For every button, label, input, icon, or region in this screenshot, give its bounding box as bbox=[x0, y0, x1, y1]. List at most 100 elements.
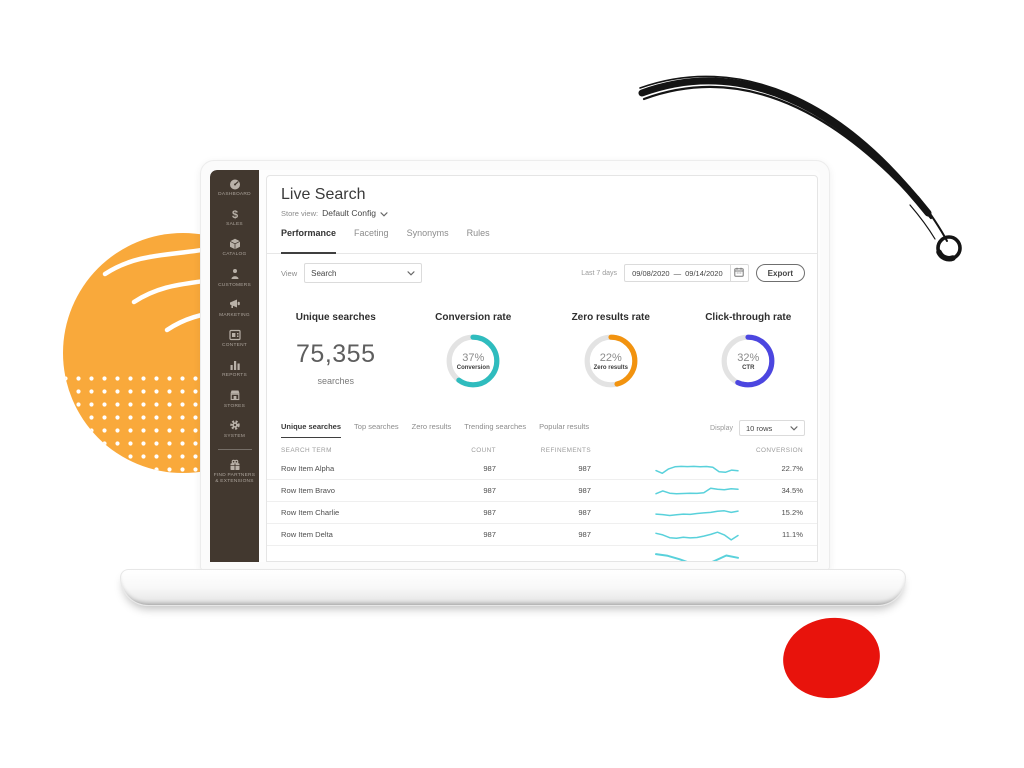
view-select-value: Search bbox=[311, 268, 337, 278]
date-range-label: Last 7 days bbox=[581, 269, 618, 277]
sidebar-item-label: REPORTS bbox=[222, 373, 247, 379]
content-icon bbox=[228, 328, 241, 341]
view-select[interactable]: Search bbox=[304, 263, 423, 283]
metric-title: Conversion rate bbox=[435, 312, 512, 323]
chevron-down-icon bbox=[407, 269, 415, 278]
view-group: View Search bbox=[281, 263, 423, 283]
sidebar-item-system[interactable]: SYSTEM bbox=[210, 419, 259, 440]
cell-count: 987 bbox=[483, 508, 496, 517]
cell-conversion: 15.2% bbox=[781, 508, 803, 517]
sales-icon: $ bbox=[229, 207, 241, 220]
donut-center: 32% CTR bbox=[719, 332, 777, 390]
calendar-icon bbox=[734, 264, 744, 282]
table-row-partial[interactable] bbox=[267, 546, 817, 561]
cell-search-term: Row Item Bravo bbox=[281, 486, 336, 495]
results-table: SEARCH TERM COUNT REFINEMENTS CONVERSION Ro… bbox=[267, 442, 817, 561]
metric-conversion-rate: Conversion rate 37% Conversion bbox=[405, 312, 543, 402]
donut-chart: 32% CTR bbox=[719, 332, 777, 390]
sidebar-item-dashboard[interactable]: DASHBOARD bbox=[210, 177, 259, 198]
sidebar-item-reports[interactable]: REPORTS bbox=[210, 358, 259, 379]
stores-icon bbox=[229, 389, 241, 402]
results-tab-popular-results[interactable]: Popular results bbox=[539, 422, 590, 431]
date-end: 09/14/2020 bbox=[685, 268, 723, 278]
sidebar-item-find-partners-extensions[interactable]: FIND PARTNERS & EXTENSIONS bbox=[210, 458, 259, 485]
date-separator: — bbox=[673, 268, 682, 278]
table-row-row-item-bravo[interactable]: Row Item Bravo 987 987 34.5% bbox=[267, 480, 817, 502]
tab-rules[interactable]: Rules bbox=[466, 228, 490, 238]
sidebar-item-label: STORES bbox=[223, 403, 246, 409]
donut-caption: Zero results bbox=[593, 364, 628, 371]
unique-searches-unit: searches bbox=[317, 376, 355, 386]
date-start: 09/08/2020 bbox=[632, 268, 670, 278]
view-label: View bbox=[281, 268, 298, 278]
unique-searches-value: 75,355 bbox=[296, 340, 376, 368]
sidebar-item-label: SYSTEM bbox=[223, 433, 246, 439]
content-card: Live Search Store view: Default Config P… bbox=[266, 175, 818, 562]
reports-icon bbox=[229, 358, 241, 371]
store-view-switcher[interactable]: Store view: Default Config bbox=[281, 206, 817, 220]
main-area: Live Search Store view: Default Config P… bbox=[259, 170, 820, 562]
tab-performance[interactable]: Performance bbox=[281, 228, 337, 254]
cell-conversion: 34.5% bbox=[781, 486, 803, 495]
sidebar-item-label: SALES bbox=[226, 222, 243, 228]
results-tabs-row: Unique searches Top searches Zero results T… bbox=[267, 420, 817, 438]
sparkline-chart bbox=[655, 506, 741, 520]
header-tabs: Performance Faceting Synonyms Rules bbox=[267, 228, 817, 254]
metric-click-through-rate: Click-through rate 32% CTR bbox=[680, 312, 818, 402]
sidebar-item-marketing[interactable]: MARKETING bbox=[210, 298, 259, 319]
display-rows-select[interactable]: 10 rows bbox=[739, 420, 805, 436]
donut-percent: 37% bbox=[462, 351, 485, 364]
chevron-down-icon bbox=[790, 424, 798, 433]
results-tab-unique-searches[interactable]: Unique searches bbox=[281, 422, 342, 438]
donut-center: 22% Zero results bbox=[582, 332, 640, 390]
results-tab-trending-searches[interactable]: Trending searches bbox=[464, 422, 527, 431]
sidebar-item-sales[interactable]: $ SALES bbox=[210, 207, 259, 228]
cell-search-term: Row Item Delta bbox=[281, 530, 333, 539]
metric-unique-searches: Unique searches 75,355 searches bbox=[267, 312, 405, 402]
store-view-value: Default Config bbox=[322, 208, 376, 218]
admin-sidebar: DASHBOARD $ SALES CATALOG CUSTOMERS MARKETING… bbox=[210, 170, 259, 562]
table-row-row-item-charlie[interactable]: Row Item Charlie 987 987 15.2% bbox=[267, 502, 817, 524]
tab-synonyms[interactable]: Synonyms bbox=[406, 228, 449, 238]
filter-row: View Search Last 7 days 09/08/2020 — bbox=[267, 254, 817, 290]
tab-faceting[interactable]: Faceting bbox=[354, 228, 389, 238]
metric-title: Unique searches bbox=[295, 312, 376, 323]
date-range-input[interactable]: 09/08/2020 — 09/14/2020 bbox=[624, 264, 749, 282]
donut-center: 37% Conversion bbox=[444, 332, 502, 390]
cell-conversion: 22.7% bbox=[781, 464, 803, 473]
donut-caption: Conversion bbox=[456, 364, 490, 371]
system-icon bbox=[229, 419, 241, 432]
calendar-button[interactable] bbox=[729, 264, 748, 282]
results-tab-top-searches[interactable]: Top searches bbox=[354, 422, 399, 431]
table-row-row-item-delta[interactable]: Row Item Delta 987 987 11.1% bbox=[267, 524, 817, 546]
sidebar-item-stores[interactable]: STORES bbox=[210, 389, 259, 410]
export-button[interactable]: Export bbox=[755, 264, 805, 282]
table-row-row-item-alpha[interactable]: Row Item Alpha 987 987 22.7% bbox=[267, 458, 817, 480]
cell-count: 987 bbox=[483, 464, 496, 473]
dashboard-icon bbox=[229, 177, 241, 190]
sidebar-item-catalog[interactable]: CATALOG bbox=[210, 237, 259, 258]
donut-percent: 22% bbox=[599, 351, 622, 364]
cell-refinements: 987 bbox=[578, 530, 591, 539]
store-view-label: Store view: bbox=[281, 208, 319, 218]
sparkline-chart bbox=[655, 484, 741, 498]
sidebar-item-content[interactable]: CONTENT bbox=[210, 328, 259, 349]
metric-zero-results-rate: Zero results rate 22% Zero results bbox=[542, 312, 680, 402]
donut-percent: 32% bbox=[737, 351, 760, 364]
display-rows-value: 10 rows bbox=[746, 423, 773, 433]
laptop-base bbox=[120, 569, 906, 606]
sidebar-item-label: DASHBOARD bbox=[218, 192, 251, 197]
display-group: Display 10 rows bbox=[710, 420, 805, 436]
svg-text:$: $ bbox=[231, 209, 237, 220]
sidebar-item-customers[interactable]: CUSTOMERS bbox=[210, 268, 259, 289]
chevron-down-icon bbox=[380, 204, 388, 222]
column-header-conversion: CONVERSION bbox=[756, 446, 803, 454]
results-tab-zero-results[interactable]: Zero results bbox=[411, 422, 452, 431]
partners-icon bbox=[229, 458, 241, 471]
marketing-icon bbox=[229, 298, 241, 311]
table-header-row: SEARCH TERM COUNT REFINEMENTS CONVERSION bbox=[267, 442, 817, 458]
sidebar-item-label: CONTENT bbox=[222, 343, 247, 349]
sparkline-chart bbox=[655, 462, 741, 476]
metric-title: Click-through rate bbox=[705, 312, 792, 323]
column-header-search-term: SEARCH TERM bbox=[281, 446, 332, 454]
